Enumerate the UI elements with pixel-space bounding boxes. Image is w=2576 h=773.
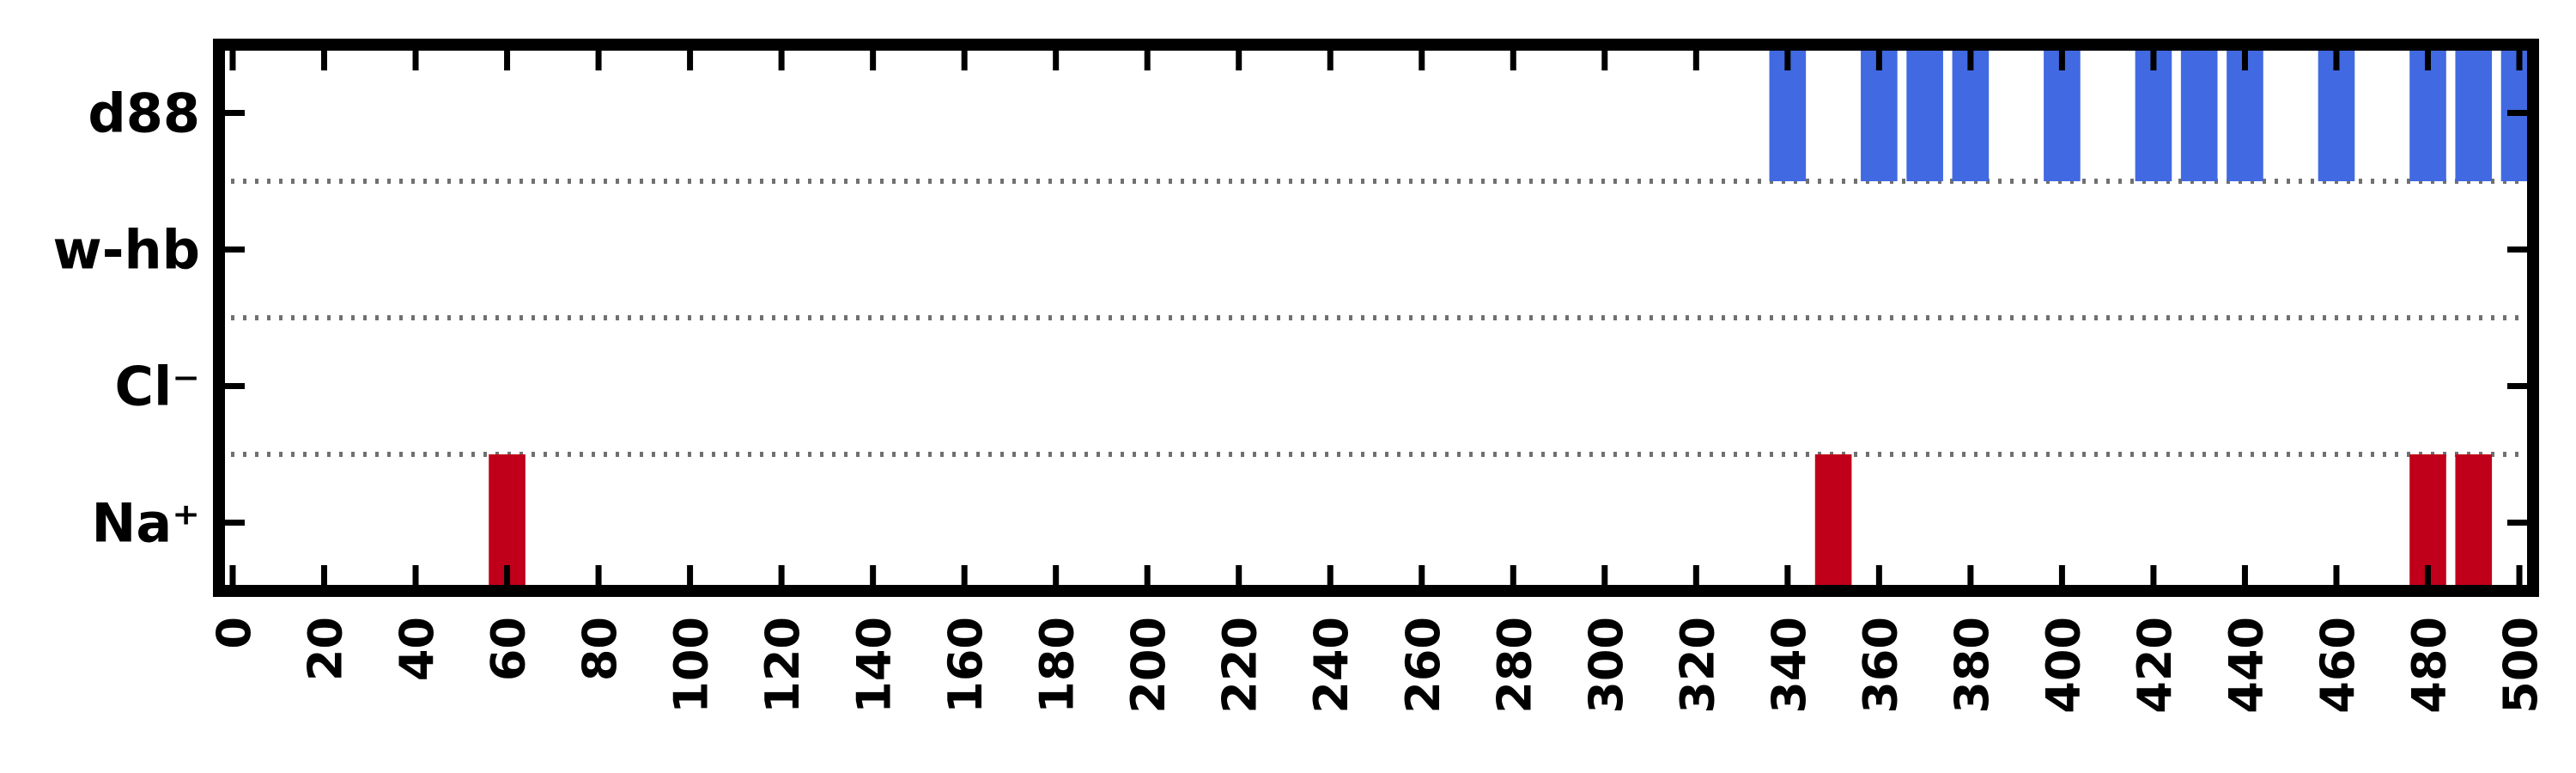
x-tick-label: 240: [1304, 617, 1358, 714]
plot-frame: [213, 39, 2539, 597]
x-tick-label: 200: [1121, 617, 1176, 714]
x-tick-label: 380: [1945, 617, 1999, 714]
x-tick-label: 400: [2036, 617, 2090, 714]
x-tick-label: 100: [665, 617, 719, 714]
x-tick-label: 440: [2219, 617, 2273, 714]
event-bar: [2455, 45, 2493, 181]
x-tick-label: 180: [1030, 617, 1084, 714]
y-tick-label: Na⁺: [92, 492, 200, 555]
x-tick-label: 0: [207, 617, 261, 649]
x-tick-label: 80: [573, 617, 627, 681]
x-tick-label: 280: [1487, 617, 1541, 714]
x-tick-label: 160: [939, 617, 993, 714]
y-tick-label: w-hb: [52, 219, 200, 282]
x-tick-label: 40: [390, 617, 444, 681]
x-tick-label: 220: [1213, 617, 1267, 714]
x-tick-label: 140: [848, 617, 902, 714]
x-tick-label: 420: [2128, 617, 2182, 714]
y-tick-labels: d88 w-hb Cl⁻ Na⁺: [52, 82, 200, 555]
x-tick-label: 120: [756, 617, 810, 714]
event-bar: [1906, 45, 1943, 181]
event-bars: [489, 45, 2533, 591]
x-tick-label: 360: [1853, 617, 1907, 714]
row-separators: [219, 179, 2533, 457]
x-tick-label: 320: [1670, 617, 1724, 714]
y-tick-label: d88: [88, 82, 200, 145]
x-tick-labels: 0 20 40 60 80 100 120 140 160 180 200 220 240 260 280 3…: [207, 617, 2548, 714]
x-tick-label: 460: [2311, 617, 2365, 714]
x-tick-label: 60: [482, 617, 536, 681]
x-tick-label: 300: [1579, 617, 1633, 714]
x-tick-label: 480: [2403, 617, 2457, 714]
event-bar: [2455, 454, 2493, 591]
x-tick-label: 20: [299, 617, 353, 681]
y-tick-label: Cl⁻: [115, 356, 200, 418]
event-bar: [2180, 45, 2218, 181]
x-tick-label: 500: [2494, 617, 2548, 714]
x-tick-label: 340: [1762, 617, 1816, 714]
event-bar: [1814, 454, 1852, 591]
x-tick-label: 260: [1396, 617, 1450, 714]
